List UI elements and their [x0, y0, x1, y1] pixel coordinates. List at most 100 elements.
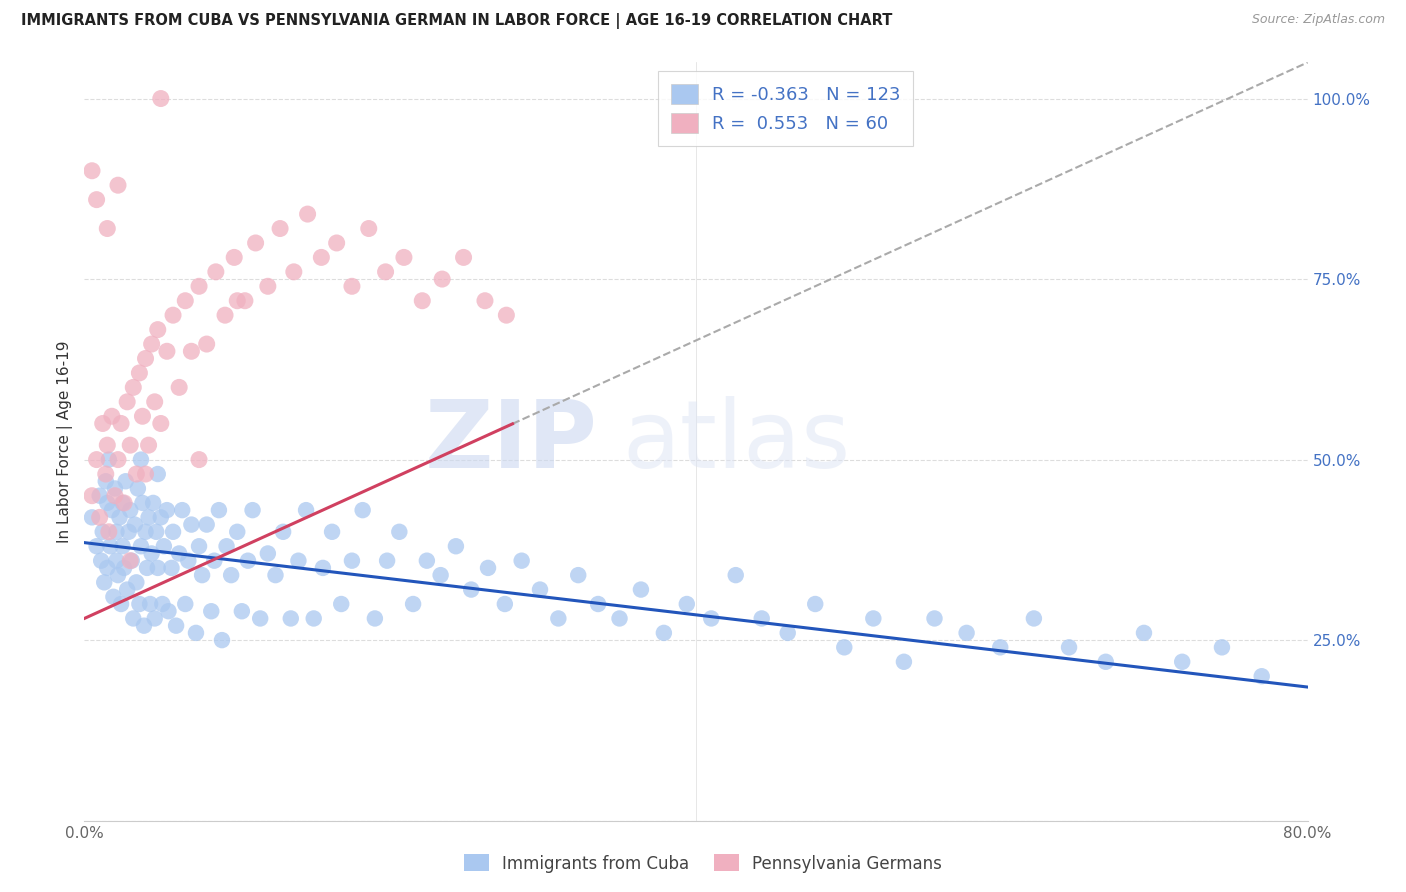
Point [429, 568, 451, 582]
Point [146, 561, 169, 575]
Point [143, 611, 166, 625]
Point [242, 503, 264, 517]
Point [86, 539, 108, 553]
Point [136, 561, 159, 575]
Point [125, 467, 148, 481]
Point [330, 597, 353, 611]
Point [295, 503, 318, 517]
Point [609, 611, 631, 625]
Point [202, 554, 225, 568]
Point [149, 417, 172, 431]
Point [283, 265, 305, 279]
Point [174, 293, 197, 308]
Point [188, 279, 211, 293]
Point [271, 524, 294, 539]
Point [110, 417, 132, 431]
Point [165, 618, 187, 632]
Point [364, 611, 387, 625]
Point [80, 510, 103, 524]
Point [105, 524, 128, 539]
Point [98, 539, 121, 553]
Point [104, 489, 127, 503]
Point [495, 308, 517, 322]
Point [80, 163, 103, 178]
Point [101, 503, 124, 517]
Point [1022, 611, 1045, 625]
Point [245, 235, 267, 250]
Point [675, 597, 697, 611]
Point [226, 524, 249, 539]
Point [1133, 626, 1156, 640]
Point [132, 618, 155, 632]
Point [105, 554, 128, 568]
Point [180, 344, 202, 359]
Point [96, 496, 118, 510]
Point [149, 510, 172, 524]
Point [567, 568, 589, 582]
Point [94, 467, 117, 481]
Point [108, 510, 131, 524]
Point [101, 409, 124, 424]
Point [188, 452, 211, 467]
Point [474, 293, 496, 308]
Point [392, 251, 415, 265]
Point [120, 438, 142, 452]
Point [122, 611, 145, 625]
Point [188, 539, 211, 553]
Point [416, 554, 439, 568]
Point [257, 546, 280, 560]
Point [236, 554, 259, 568]
Point [1211, 640, 1233, 655]
Point [112, 561, 135, 575]
Point [156, 344, 179, 359]
Point [211, 633, 233, 648]
Point [215, 539, 238, 553]
Text: Source: ZipAtlas.com: Source: ZipAtlas.com [1251, 13, 1385, 27]
Point [1250, 669, 1272, 683]
Point [96, 438, 118, 452]
Point [97, 524, 120, 539]
Point [195, 517, 218, 532]
Point [200, 604, 222, 618]
Point [411, 293, 433, 308]
Point [89, 489, 111, 503]
Point [146, 467, 169, 481]
Point [1094, 655, 1116, 669]
Point [700, 611, 723, 625]
Point [167, 546, 190, 560]
Point [184, 626, 207, 640]
Text: ZIP: ZIP [425, 395, 598, 488]
Point [120, 554, 142, 568]
Point [135, 351, 157, 366]
Point [352, 503, 374, 517]
Point [156, 503, 179, 517]
Point [510, 554, 533, 568]
Point [652, 626, 675, 640]
Point [231, 604, 253, 618]
Point [444, 539, 467, 553]
Point [80, 489, 103, 503]
Point [264, 568, 287, 582]
Point [91, 524, 114, 539]
Point [269, 221, 291, 235]
Point [115, 394, 138, 409]
Point [172, 503, 194, 517]
Point [103, 590, 125, 604]
Point [90, 554, 112, 568]
Point [128, 597, 150, 611]
Point [127, 482, 149, 496]
Point [107, 178, 129, 193]
Point [494, 597, 516, 611]
Point [94, 475, 117, 489]
Point [111, 496, 134, 510]
Point [430, 272, 453, 286]
Point [111, 539, 134, 553]
Point [149, 91, 172, 105]
Point [97, 452, 120, 467]
Point [138, 510, 160, 524]
Point [96, 561, 118, 575]
Point [86, 452, 108, 467]
Point [233, 293, 256, 308]
Point [297, 207, 319, 221]
Point [340, 279, 363, 293]
